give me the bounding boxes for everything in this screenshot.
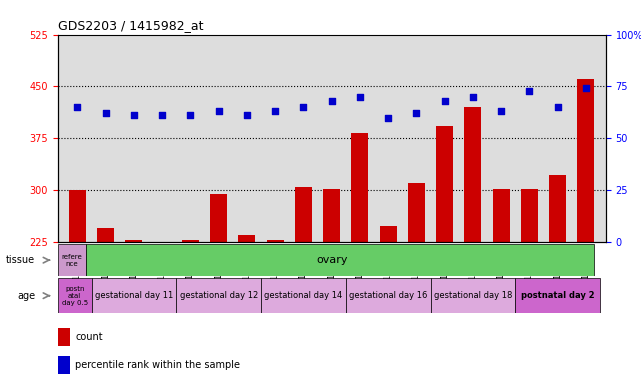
Bar	[515, 278, 600, 313]
Text: ovary: ovary	[316, 255, 347, 265]
Point	[185, 113, 196, 119]
Bar	[323, 189, 340, 384]
Point	[213, 108, 224, 114]
Bar	[238, 235, 256, 384]
Text: percentile rank within the sample: percentile rank within the sample	[75, 360, 240, 370]
Bar	[549, 175, 566, 384]
Point	[157, 113, 167, 119]
Point	[242, 113, 252, 119]
Bar	[431, 278, 515, 313]
Bar	[295, 187, 312, 384]
Text: postnatal day 2: postnatal day 2	[521, 291, 595, 300]
Bar	[493, 189, 510, 384]
Bar	[437, 126, 453, 384]
Text: age: age	[17, 291, 35, 301]
Bar	[176, 278, 261, 313]
Text: gestational day 12: gestational day 12	[179, 291, 258, 300]
Point	[129, 113, 139, 119]
Text: refere
nce: refere nce	[62, 254, 82, 266]
Bar	[97, 228, 114, 384]
Point	[468, 94, 478, 100]
Bar	[578, 79, 594, 384]
Text: tissue: tissue	[6, 255, 35, 265]
Text: postn
atal
day 0.5: postn atal day 0.5	[62, 286, 88, 306]
Bar	[521, 189, 538, 384]
Bar	[69, 190, 86, 384]
Point	[355, 94, 365, 100]
Point	[496, 108, 506, 114]
Text: gestational day 18: gestational day 18	[434, 291, 512, 300]
Bar	[58, 328, 70, 346]
Bar	[261, 278, 346, 313]
Bar	[58, 244, 86, 276]
Point	[581, 85, 591, 91]
Point	[440, 98, 450, 104]
Point	[383, 114, 394, 121]
Point	[553, 104, 563, 110]
Bar	[126, 240, 142, 384]
Point	[101, 110, 111, 116]
Bar	[267, 240, 284, 384]
Bar	[351, 133, 369, 384]
Bar	[379, 226, 397, 384]
Text: gestational day 11: gestational day 11	[95, 291, 173, 300]
Text: gestational day 16: gestational day 16	[349, 291, 428, 300]
Point	[72, 104, 83, 110]
Bar	[210, 194, 227, 384]
Bar	[58, 356, 70, 374]
Bar	[465, 107, 481, 384]
Point	[524, 88, 535, 94]
Text: GDS2203 / 1415982_at: GDS2203 / 1415982_at	[58, 19, 203, 32]
Text: gestational day 14: gestational day 14	[264, 291, 342, 300]
Point	[327, 98, 337, 104]
Bar	[92, 278, 176, 313]
Bar	[346, 278, 431, 313]
Bar	[58, 278, 92, 313]
Bar	[154, 242, 171, 384]
Point	[298, 104, 308, 110]
Bar	[182, 240, 199, 384]
Bar	[408, 183, 425, 384]
Text: count: count	[75, 332, 103, 342]
Point	[412, 110, 422, 116]
Point	[270, 108, 280, 114]
